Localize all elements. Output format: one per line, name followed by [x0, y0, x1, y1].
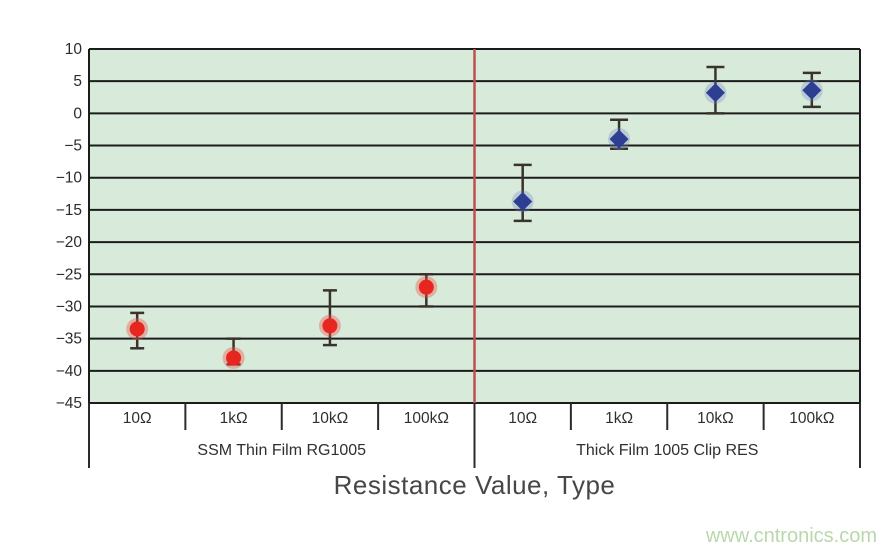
y-tick-label: −10: [56, 170, 83, 187]
data-point-diamond: [802, 80, 822, 100]
y-tick-label: −15: [56, 202, 82, 219]
x-axis-title: Resistance Value, Type: [333, 470, 616, 500]
group-label-ssm-thin-film: SSM Thin Film RG1005: [197, 442, 367, 459]
y-tick-label: −40: [56, 363, 83, 380]
x-tick-label: 10kΩ: [312, 410, 349, 427]
x-tick-label: 100kΩ: [404, 410, 449, 427]
x-tick-label: 1kΩ: [605, 410, 633, 427]
y-tick-label: −5: [64, 138, 82, 155]
data-point-diamond: [705, 83, 725, 103]
x-tick-label: 10Ω: [508, 410, 537, 427]
x-tick-label: 10Ω: [123, 410, 152, 427]
data-point-circle: [226, 350, 242, 366]
x-tick-label: 1kΩ: [220, 410, 248, 427]
data-point-circle: [418, 279, 434, 295]
data-point-circle: [322, 318, 338, 334]
y-tick-label: −35: [56, 331, 82, 348]
y-tick-label: −25: [56, 266, 82, 283]
group-label-thick-film: Thick Film 1005 Clip RES: [576, 442, 759, 459]
y-tick-label: 0: [73, 105, 82, 122]
y-tick-label: −20: [56, 234, 83, 251]
x-tick-label: 100kΩ: [789, 410, 834, 427]
x-tick-label: 10kΩ: [697, 410, 734, 427]
data-point-diamond: [609, 129, 629, 149]
watermark-text: www.cntronics.com: [705, 525, 877, 547]
y-tick-label: −45: [56, 395, 82, 412]
data-point-circle: [129, 321, 145, 337]
y-tick-label: −30: [56, 298, 83, 315]
y-tick-label: 10: [65, 41, 83, 58]
y-tick-label: 5: [73, 73, 82, 90]
data-point-diamond: [513, 192, 533, 212]
